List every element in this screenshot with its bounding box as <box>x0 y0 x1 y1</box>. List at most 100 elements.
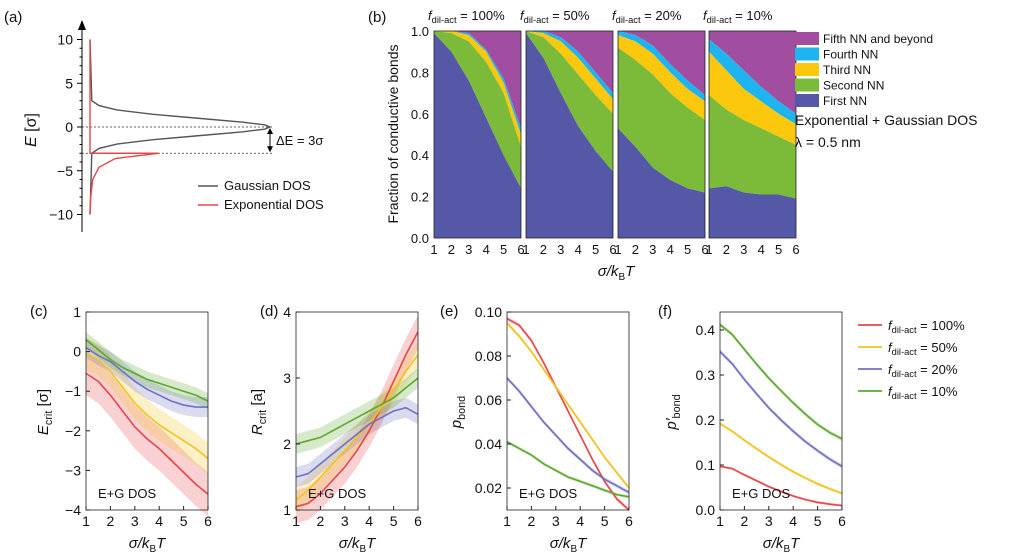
x-tick-label: 6 <box>792 242 799 257</box>
y-tick-label: 4 <box>283 304 291 320</box>
y-tick-label: −1 <box>65 383 81 399</box>
y-axis-arrow <box>78 20 86 30</box>
x-tick-label: 1 <box>614 242 621 257</box>
panel-label-c: (c) <box>30 303 48 320</box>
dos-note: Exponential + Gaussian DOS <box>795 112 978 128</box>
area-first-nn <box>434 33 521 238</box>
series-line-green <box>295 377 419 445</box>
y-tick-label: 0.08 <box>475 348 502 364</box>
series-line-green <box>719 323 843 440</box>
x-tick-label: 4 <box>365 513 373 529</box>
plot-frame <box>506 311 630 511</box>
y-tick-label: 1 <box>283 502 291 518</box>
x-tick-label: 6 <box>701 242 708 257</box>
x-tick-label: 2 <box>723 242 730 257</box>
x-tick-label: 1 <box>503 513 511 529</box>
y-tick-label: 3 <box>283 370 291 386</box>
area-third-nn <box>618 35 705 121</box>
y-tick-label: 0.02 <box>475 480 502 496</box>
x-tick-label: 1 <box>705 242 712 257</box>
area-first-nn <box>618 128 705 238</box>
series-line-red <box>506 317 630 511</box>
legend-label: fdil-act = 50% <box>888 340 958 357</box>
uncertainty-band-yellow <box>720 421 842 496</box>
x-tick-label: 5 <box>684 242 691 257</box>
y-axis-label: pbond <box>448 396 468 429</box>
lambda-note: λ = 0.5 nm <box>795 134 861 150</box>
panel-label-e: (e) <box>440 303 458 320</box>
uncertainty-band-green <box>720 322 842 442</box>
y-axis-label: p′bond <box>663 394 683 430</box>
y-tick-label: 0.3 <box>696 367 716 383</box>
area-first-nn <box>526 33 613 238</box>
y-axis-label: Ecrit [σ] <box>35 389 55 435</box>
y-tick-label: 0.04 <box>475 436 502 452</box>
x-tick-label: 3 <box>131 513 139 529</box>
subplot-frame <box>708 30 797 239</box>
delta-e-label: ΔE = 3σ <box>276 133 323 148</box>
x-tick-label: 6 <box>609 242 616 257</box>
area-fifth-nn <box>618 31 705 96</box>
legend-swatch-first <box>795 94 819 107</box>
panel-label-f: (f) <box>658 303 672 320</box>
y-tick-label: 0 <box>65 119 73 135</box>
x-axis-label: σ/kBT <box>550 535 588 555</box>
eg-dos-label: E+G DOS <box>98 486 156 501</box>
series-line-blue <box>719 351 843 468</box>
legend-label: fdil-act = 100% <box>888 318 965 335</box>
x-tick-label: 5 <box>390 513 398 529</box>
uncertainty-band-green <box>296 368 418 454</box>
legend-label: Third NN <box>823 63 871 77</box>
x-tick-label: 6 <box>414 513 422 529</box>
x-axis-label: σ/kBT <box>339 535 377 555</box>
legend-label: fdil-act = 10% <box>888 384 958 401</box>
x-tick-label: 4 <box>155 513 163 529</box>
delta-e-arrowhead-top <box>267 128 273 134</box>
x-tick-label: 3 <box>649 242 656 257</box>
series-line-blue <box>85 346 208 408</box>
area-fifth-nn <box>526 31 613 94</box>
panel-f-pbond-prime-plot: 0.4 0.3 0.2 0.1 0.01 2 3 4 5 6 σ/kBT E+G DOS p′bond <box>663 311 846 555</box>
x-tick-label: 2 <box>741 513 749 529</box>
fdil-act-legend: fdil-act = 100% fdil-act = 50% fdil-act = … <box>858 318 965 401</box>
x-tick-label: 3 <box>740 242 747 257</box>
x-tick-label: 2 <box>540 242 547 257</box>
x-tick-label: 1 <box>82 513 90 529</box>
x-tick-label: 3 <box>765 513 773 529</box>
x-tick-label: 4 <box>576 513 584 529</box>
y-axis-label: E [σ] <box>23 113 40 147</box>
subplot-frame <box>433 30 522 239</box>
x-tick-label: 5 <box>814 513 822 529</box>
panel-label-d: (d) <box>260 303 278 320</box>
uncertainty-band-blue <box>296 397 418 487</box>
legend-label: Fourth NN <box>823 48 878 62</box>
x-tick-label: 3 <box>552 513 560 529</box>
y-tick-label: 0.4 <box>411 148 429 163</box>
area-third-nn <box>434 31 521 147</box>
y-tick-label: −5 <box>57 163 73 179</box>
y-tick-label: 0.6 <box>411 107 429 122</box>
y-tick-label: 0.2 <box>696 412 716 428</box>
legend-swatch-fourth <box>795 47 819 61</box>
series-line-green <box>506 441 630 498</box>
subplot-title: fdil-act = 100% <box>428 8 505 25</box>
panel-e-pbond-plot: 0.10 0.08 0.06 0.04 0.02 1 2 3 4 5 6 σ/kBT E+G DOS pb… <box>448 304 633 555</box>
x-tick-label: 5 <box>180 513 188 529</box>
y-tick-label: −2 <box>65 423 81 439</box>
series-line-blue <box>295 406 419 478</box>
x-tick-label: 1 <box>292 513 300 529</box>
x-tick-label: 2 <box>448 242 455 257</box>
area-first-nn <box>709 186 796 238</box>
x-tick-label: 5 <box>775 242 782 257</box>
x-tick-label: 3 <box>557 242 564 257</box>
plot-frame <box>85 311 209 511</box>
area-fourth-nn <box>709 39 796 125</box>
y-axis-label: Rcrit [a] <box>249 389 269 435</box>
x-tick-label: 2 <box>107 513 115 529</box>
x-tick-label: 1 <box>716 513 724 529</box>
x-tick-label: 6 <box>838 513 846 529</box>
y-tick-label: 5 <box>65 75 73 91</box>
y-tick-label: −3 <box>65 462 81 478</box>
uncertainty-band-red <box>86 351 208 516</box>
